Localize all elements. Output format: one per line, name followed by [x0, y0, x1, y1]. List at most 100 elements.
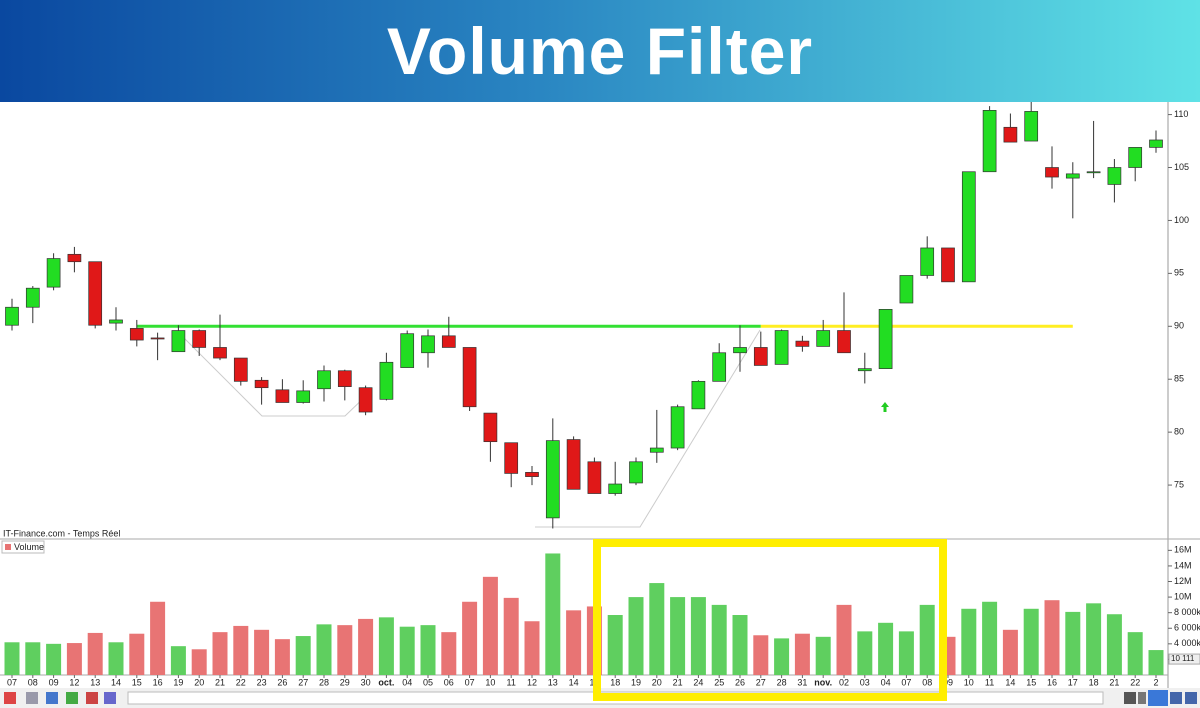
volume-bar — [815, 636, 831, 675]
candle-body — [857, 368, 872, 372]
candle-body — [1086, 171, 1101, 174]
candle-body — [25, 287, 40, 308]
x-tick-label: 19 — [173, 677, 183, 687]
volume-bar — [1023, 608, 1039, 675]
x-tick-label: 18 — [1089, 677, 1099, 687]
candle-body — [150, 337, 165, 340]
volume-bar — [1002, 629, 1018, 675]
highlight-box — [593, 539, 947, 701]
x-tick-label: 12 — [527, 677, 537, 687]
x-tick-label: 22 — [1130, 677, 1140, 687]
x-tick-label: 21 — [673, 677, 683, 687]
x-tick-label: 27 — [298, 677, 308, 687]
volume-bar — [378, 617, 394, 675]
volume-bar — [836, 604, 852, 675]
tool-icon[interactable] — [86, 692, 98, 704]
last-volume-label: 10 111 — [1171, 654, 1195, 663]
toolbar-icons[interactable] — [4, 692, 1197, 704]
tool-icon[interactable] — [46, 692, 58, 704]
scroll-end-button[interactable] — [1148, 690, 1168, 706]
candle-body — [629, 461, 643, 484]
x-tick-label: 18 — [610, 677, 620, 687]
candle-body — [961, 171, 976, 283]
x-tick-label: 13 — [90, 677, 100, 687]
chart: IT-Finance.com - Temps Réel Volume 75 80 8… — [0, 102, 1200, 708]
volume-tick-label: 8 000k — [1174, 607, 1200, 617]
candle-body — [88, 261, 103, 326]
candle-body — [192, 330, 207, 348]
header — [0, 0, 1200, 102]
x-tick-label: 31 — [797, 677, 807, 687]
support-curve — [535, 329, 761, 528]
zoom-icon[interactable] — [1170, 692, 1182, 704]
x-tick-label: 05 — [423, 677, 433, 687]
volume-bar — [524, 621, 540, 675]
volume-bar — [150, 601, 166, 675]
zoom-icon[interactable] — [1185, 692, 1197, 704]
x-tick-label: 13 — [548, 677, 558, 687]
volume-bar — [982, 601, 998, 675]
x-tick-label: 09 — [943, 677, 953, 687]
x-tick-label: 07 — [7, 677, 17, 687]
volume-bar — [628, 597, 644, 675]
volume-bar — [358, 618, 374, 675]
price-tick-label: 95 — [1174, 268, 1184, 278]
x-tick-label: 14 — [569, 677, 579, 687]
candle-body — [441, 335, 456, 348]
candle-body — [1003, 126, 1018, 143]
volume-bar — [25, 642, 41, 675]
candle-body — [5, 306, 19, 326]
candle-body — [774, 330, 789, 365]
x-tick-label: 09 — [49, 677, 59, 687]
volume-bar — [961, 608, 977, 675]
volume-bar — [1086, 603, 1102, 675]
candle-body — [878, 309, 893, 369]
volume-bar — [420, 625, 436, 675]
volume-legend-box — [1, 540, 45, 554]
x-tick-label: 11 — [985, 677, 994, 687]
x-tick-label: 04 — [402, 677, 412, 687]
volume-bar — [170, 646, 186, 675]
volume-tick-label: 6 000k — [1174, 623, 1200, 633]
tool-icon[interactable] — [26, 692, 38, 704]
candle-body — [504, 442, 519, 474]
volume-tick-label: 12M — [1174, 576, 1192, 586]
volume-bar — [649, 583, 665, 675]
x-tick-label: 07 — [901, 677, 911, 687]
candle-body — [109, 319, 123, 324]
volume-bar — [191, 649, 207, 675]
candle-body — [753, 347, 768, 366]
candle-body — [733, 347, 747, 354]
x-tick-label: 30 — [361, 677, 371, 687]
candle-body — [608, 483, 623, 494]
x-tick-label: 28 — [777, 677, 787, 687]
last-volume-box — [1168, 653, 1200, 665]
volume-bar — [753, 635, 769, 675]
tool-icon[interactable] — [66, 692, 78, 704]
x-tick-label: 20 — [194, 677, 204, 687]
tool-icon[interactable] — [4, 692, 16, 704]
candle-body — [587, 461, 602, 494]
candle-body — [795, 340, 810, 347]
volume-bar — [316, 624, 332, 675]
candle-body — [213, 347, 227, 359]
volume-bar — [295, 636, 311, 675]
candle-body — [317, 370, 331, 390]
price-tick-label: 105 — [1174, 162, 1189, 172]
zoom-icon[interactable] — [1124, 692, 1136, 704]
volume-bar — [566, 610, 582, 675]
volume-bar — [1148, 650, 1164, 675]
candle-body — [129, 328, 144, 341]
x-tick-label: 14 — [1005, 677, 1015, 687]
zoom-icon[interactable] — [1138, 692, 1146, 704]
volume-bar — [1127, 632, 1143, 675]
candle-body — [296, 390, 311, 403]
tool-icon[interactable] — [104, 692, 116, 704]
volume-bar — [1044, 600, 1060, 675]
x-tick-label: 16 — [153, 677, 163, 687]
x-tick-label: 20 — [652, 677, 662, 687]
volume-bar — [66, 643, 82, 675]
volume-tick-label: 10M — [1174, 591, 1192, 601]
x-tick-label: 2 — [1153, 677, 1158, 687]
